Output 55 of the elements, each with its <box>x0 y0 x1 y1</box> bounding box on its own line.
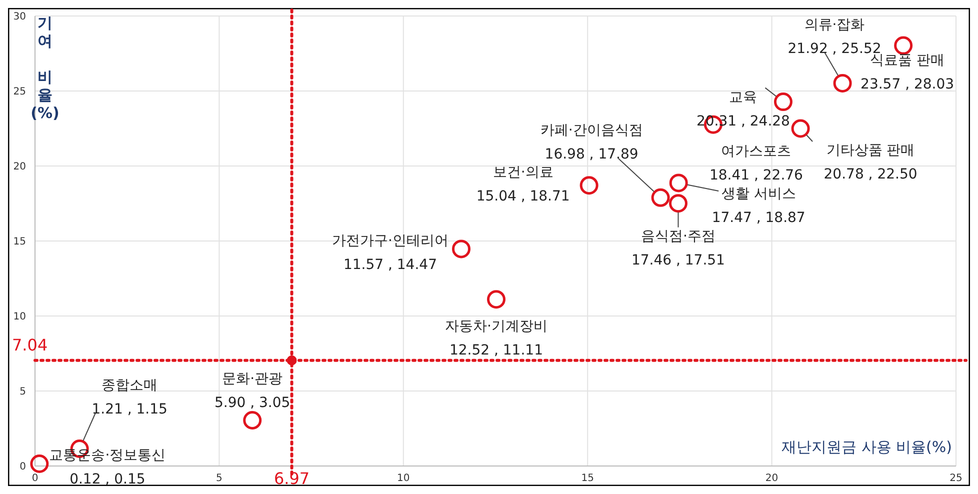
annotation: 자동차·기계장비 <box>445 318 548 334</box>
data-label: 5.90 , 3.05 <box>214 395 290 412</box>
data-label: 17.46 , 17.51 <box>631 252 725 268</box>
ref-line-label: 6.97 <box>274 469 310 488</box>
data-label: 17.47 , 18.87 <box>712 210 806 226</box>
point <box>774 92 792 112</box>
annotation: 가전가구·인테리어 <box>332 232 448 249</box>
annotation: 교통운송·정보통신 <box>49 448 166 464</box>
point <box>243 411 262 430</box>
annotation: 카페·간이음식점 <box>540 122 643 139</box>
y-tick-label: 0 <box>20 462 26 472</box>
y-tick-label: 10 <box>13 312 26 322</box>
y-tick-label: 20 <box>13 162 26 172</box>
data-label: 16.98 , 17.89 <box>544 146 638 163</box>
data-label: 18.41 , 22.76 <box>709 168 804 184</box>
data-label: 11.57 , 14.47 <box>343 256 437 273</box>
y-tick-label: 5 <box>20 386 26 398</box>
point <box>791 119 810 138</box>
annotation: 여가스포츠 <box>721 144 792 160</box>
annotation: 교육 <box>729 90 758 106</box>
x-tick-label: 5 <box>216 473 222 484</box>
point <box>668 194 688 213</box>
data-label: 1.21 , 1.15 <box>92 402 168 418</box>
x-tick-label: 15 <box>581 473 594 484</box>
point <box>580 176 598 195</box>
annotation: 문화·관광 <box>222 371 283 388</box>
point <box>30 454 49 473</box>
x-tick-label: 0 <box>32 473 38 484</box>
x-tick-label: 20 <box>765 473 778 484</box>
annotation: 음식점·주점 <box>641 228 716 244</box>
ref-line-label: 7.04 <box>12 335 48 354</box>
x-tick-label: 10 <box>397 473 410 484</box>
annotation: 종합소매 <box>102 378 158 394</box>
point <box>486 290 506 309</box>
annotation: 생활 서비스 <box>721 186 796 202</box>
data-label: 0.12 , 0.15 <box>70 472 146 488</box>
annotation: 기타상품 판매 <box>826 142 915 158</box>
point <box>833 74 852 92</box>
x-axis-title: 재난지원금 사용 비율(%) <box>782 438 952 456</box>
x-tick-label: 25 <box>950 473 962 484</box>
data-label: 23.57 , 28.03 <box>860 76 954 92</box>
y-tick-label: 25 <box>13 86 26 98</box>
point <box>452 240 470 258</box>
text: 기여 비율(%) <box>30 14 60 122</box>
point <box>286 355 297 366</box>
data-label: 20.78 , 22.50 <box>824 166 918 182</box>
point <box>669 174 688 192</box>
y-tick-label: 15 <box>13 236 26 248</box>
y-tick-label: 30 <box>13 12 26 22</box>
point <box>894 36 913 55</box>
data-label: 15.04 , 18.71 <box>476 188 570 204</box>
data-label: 12.52 , 11.11 <box>449 342 543 358</box>
point <box>651 188 670 207</box>
annotation: 보건·의료 <box>492 164 554 180</box>
annotation: 의류·잡화 <box>804 17 865 34</box>
